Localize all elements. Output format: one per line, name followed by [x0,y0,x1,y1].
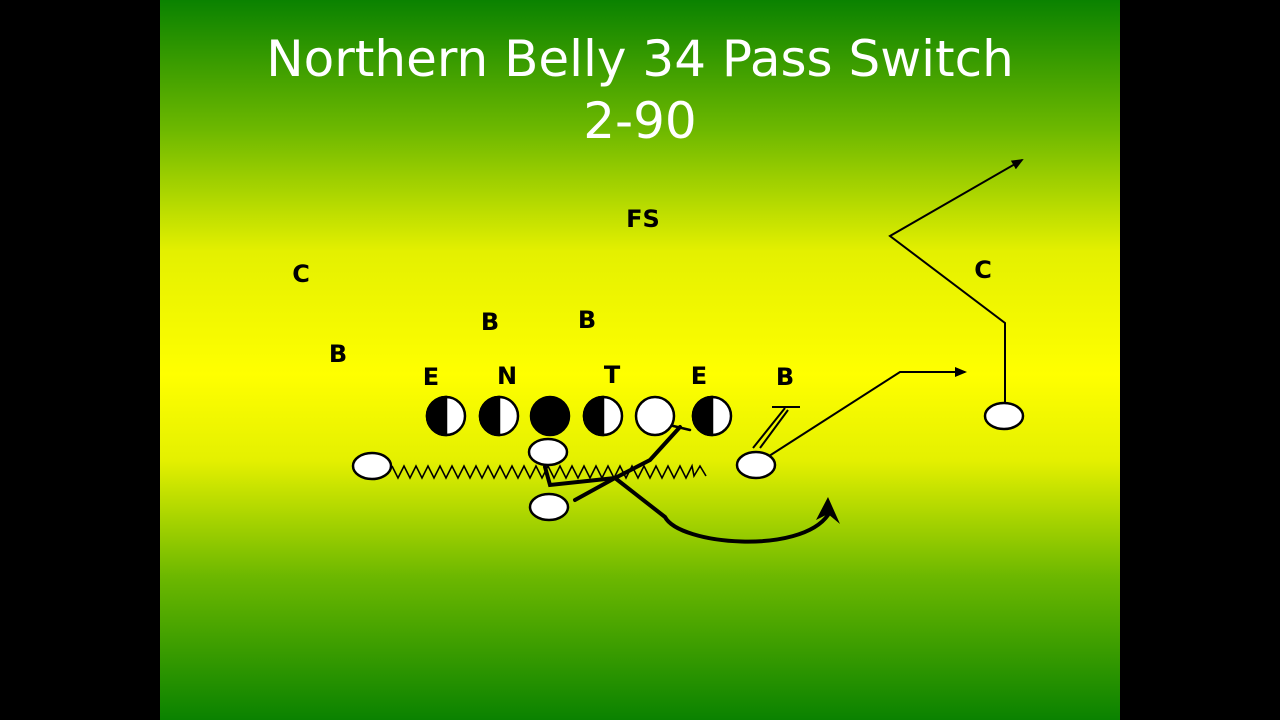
quarterback [527,437,569,467]
motion-zigzag [391,463,707,480]
label-b-left-wide: B [329,340,347,368]
label-n: N [497,362,517,390]
label-e-right: E [691,362,707,390]
back-route-arrowhead [816,497,840,524]
label-b-inside-left: B [481,308,499,336]
lineman-right-tackle [634,395,676,437]
label-e-left: E [423,363,439,391]
label-fs: FS [626,205,660,233]
belly-fake-line [573,476,617,502]
route-split-end [888,159,1024,402]
fullback [528,492,570,522]
block-right-tackle-2 [759,409,789,449]
title-line-2: 2-90 [583,92,697,150]
label-c-left: C [292,260,310,288]
label-b-right: B [776,363,794,391]
label-c-right: C [974,256,992,284]
left-wingback [351,451,393,481]
title-line-1: Northern Belly 34 Pass Switch [266,30,1014,88]
back-swing-route [613,476,830,544]
play-diagram: FS C C B B B B E N T E [292,159,1025,544]
label-b-inside-right: B [578,306,596,334]
lineman-center [529,395,571,437]
split-end-right [983,401,1025,431]
block-right-tackle [752,406,800,449]
label-t: T [604,361,621,389]
slide: Northern Belly 34 Pass Switch 2-90 FS C … [160,0,1120,720]
route-wing [765,367,967,459]
right-wingback [735,450,777,480]
slide-title: Northern Belly 34 Pass Switch 2-90 [160,28,1120,152]
